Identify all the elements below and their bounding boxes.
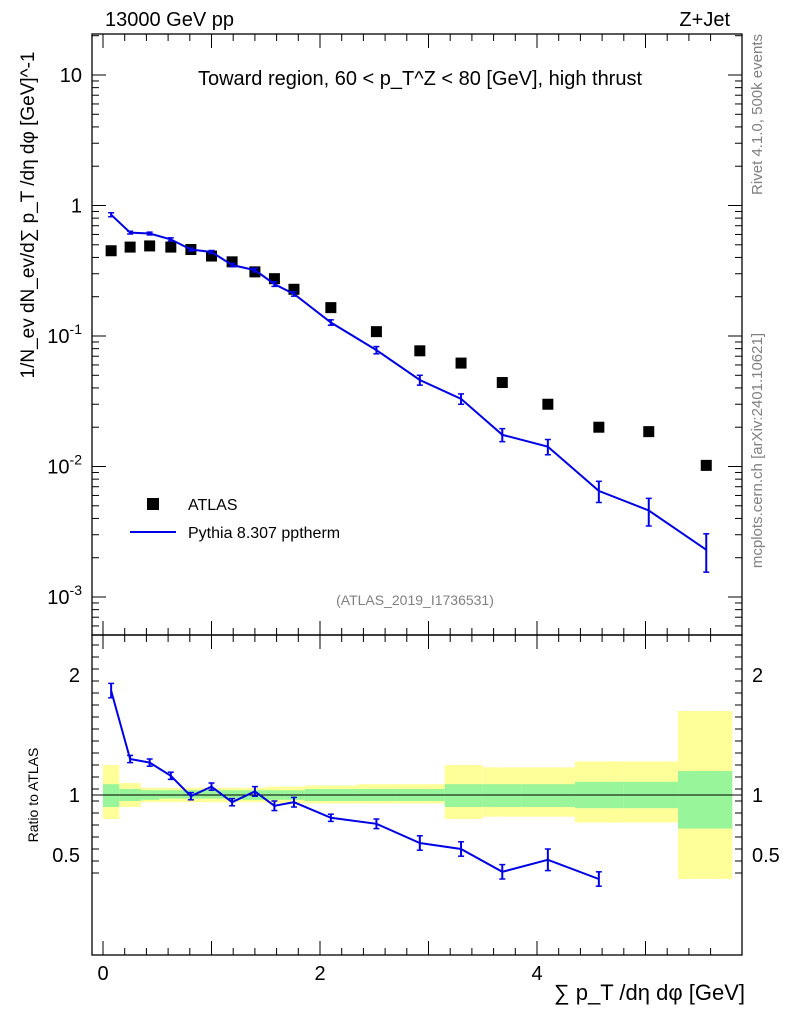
ratio-band-inner — [222, 790, 242, 799]
x-axis-label: ∑ p_T /dη dφ [GeV] — [554, 980, 745, 1005]
ratio-band-inner — [444, 784, 483, 807]
legend-atlas-label: ATLAS — [188, 497, 238, 514]
ratio-band-inner — [159, 790, 182, 799]
atlas-data-point — [455, 357, 467, 369]
ratio-band-inner — [678, 771, 733, 829]
ratio-band-inner — [200, 790, 223, 799]
energy-label: 13000 GeV pp — [105, 9, 234, 31]
ratio-y-tick-label-right: 2 — [752, 665, 763, 687]
ratio-axis-tick-labels: 0.5 0.5 1 1 2 2 — [52, 665, 780, 867]
legend-pythia-label: Pythia 8.307 pptherm — [188, 525, 340, 542]
atlas-data-point — [325, 302, 337, 314]
main-plot-panel: 10-3 10-2 10-1 1 10 Toward region, 60 < p_T^… — [18, 33, 743, 636]
y-tick-label: 10-1 — [47, 321, 82, 348]
ratio-y-tick-label-left: 2 — [69, 665, 80, 687]
atlas-data-point — [414, 345, 426, 357]
main-axis-ticks — [92, 34, 742, 635]
source-label: mcplots.cern.ch [arXiv:2401.10621] — [749, 333, 766, 568]
y-tick-label: 10-3 — [47, 582, 82, 609]
ratio-data-marks — [108, 682, 602, 887]
legend: ATLAS Pythia 8.307 pptherm — [130, 497, 340, 542]
legend-atlas-marker — [147, 498, 159, 510]
process-label: Z+Jet — [679, 9, 730, 31]
ratio-band-inner — [103, 784, 120, 807]
atlas-data-point — [165, 241, 177, 253]
rivet-version-label: Rivet 4.1.0, 500k events — [749, 34, 766, 195]
y-tick-label: 10-2 — [47, 452, 82, 479]
atlas-data-point — [105, 245, 117, 257]
ratio-band-inner — [482, 784, 522, 807]
x-tick-label: 4 — [531, 963, 542, 985]
atlas-data-point — [144, 240, 156, 252]
ratio-plot-panel: 0.5 0.5 1 1 2 2 Ratio to ATLAS — [25, 634, 780, 956]
ratio-y-axis-label: Ratio to ATLAS — [25, 748, 41, 843]
ratio-axis-ticks — [92, 635, 742, 955]
plot-title: Toward region, 60 < p_T^Z < 80 [GeV], hi… — [198, 68, 643, 90]
x-tick-label: 2 — [314, 963, 325, 985]
atlas-data-point — [370, 326, 382, 338]
ratio-y-tick-label-right: 0.5 — [752, 845, 780, 867]
atlas-data-point — [288, 283, 300, 295]
main-axis-tick-labels: 10-3 10-2 10-1 1 10 — [47, 65, 82, 609]
ratio-band-inner — [521, 784, 575, 807]
ratio-y-tick-label-left: 1 — [69, 785, 80, 807]
main-data-marks — [105, 211, 712, 573]
analysis-id-label: (ATLAS_2019_I1736531) — [336, 592, 494, 608]
x-axis-tick-labels: 0 2 4 — [97, 963, 542, 985]
atlas-data-point — [206, 250, 217, 262]
y-tick-label: 1 — [71, 196, 82, 218]
atlas-data-point — [643, 426, 655, 438]
atlas-data-point — [496, 377, 508, 389]
atlas-data-point — [593, 421, 605, 433]
atlas-data-point — [124, 241, 136, 253]
atlas-data-point — [542, 398, 554, 410]
atlas-data-point — [226, 256, 238, 268]
y-tick-label: 10 — [60, 65, 82, 87]
atlas-data-point — [268, 273, 280, 285]
atlas-data-point — [700, 459, 712, 471]
ratio-y-tick-label-left: 0.5 — [52, 845, 80, 867]
ratio-plot-frame — [91, 634, 743, 956]
ratio-y-tick-label-right: 1 — [752, 785, 763, 807]
x-tick-label: 0 — [97, 963, 108, 985]
main-y-axis-label: 1/N_ev dN_ev/d∑ p_T /dη dφ [GeV]^-1 — [18, 52, 39, 379]
main-plot-frame — [91, 33, 743, 636]
